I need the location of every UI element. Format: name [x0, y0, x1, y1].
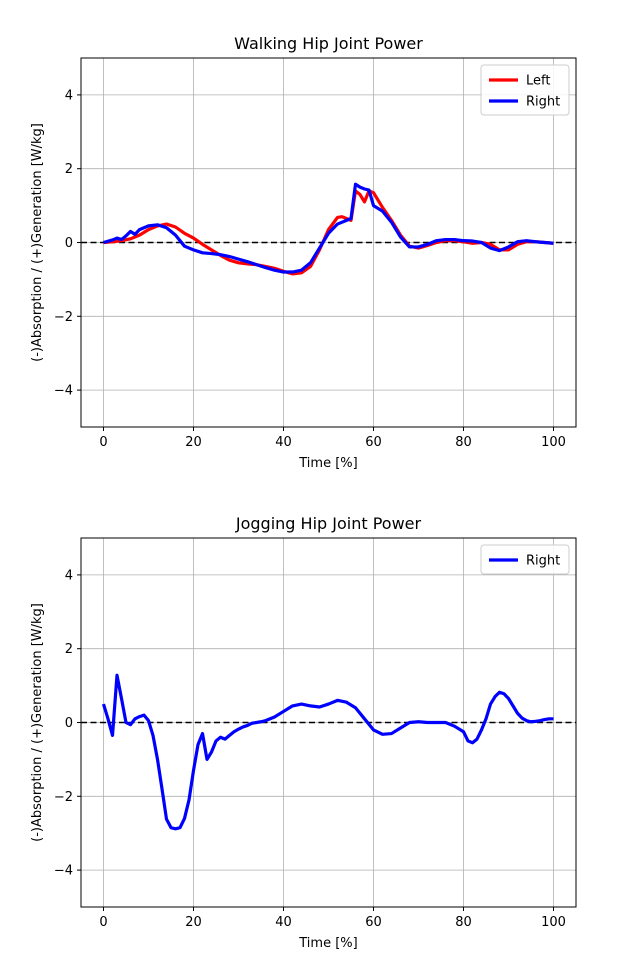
x-tick-label: 20: [185, 915, 202, 930]
chart-title: Jogging Hip Joint Power: [235, 514, 422, 533]
x-axis-label: Time [%]: [298, 456, 357, 471]
x-tick-label: 100: [541, 915, 566, 930]
series-line-right: [101, 673, 554, 831]
y-tick-label: 2: [65, 162, 73, 177]
x-tick-label: 20: [185, 435, 202, 450]
y-tick-label: 2: [65, 642, 73, 657]
y-tick-label: −4: [54, 864, 73, 879]
x-tick-label: 60: [365, 915, 382, 930]
legend-label-right: Right: [526, 95, 560, 110]
legend-label-right: Right: [526, 554, 560, 569]
x-tick-label: 0: [99, 915, 107, 930]
series-line-right: [103, 182, 554, 274]
chart-title: Walking Hip Joint Power: [234, 34, 423, 53]
y-tick-label: −4: [54, 384, 73, 399]
y-tick-label: 0: [65, 236, 73, 251]
chart-2: 0 20 40 60 80 100 −4 −2 0 2 4 Jogging Hip Joint Pow…: [30, 514, 577, 951]
y-axis-label: (-)Absorption / (+)Generation [W/kg]: [30, 123, 45, 362]
x-tick-label: 80: [455, 915, 472, 930]
x-tick-label: 100: [541, 435, 566, 450]
x-tick-label: 0: [99, 435, 107, 450]
y-tick-label: −2: [54, 310, 73, 325]
x-tick-label: 80: [455, 435, 472, 450]
x-tick-label: 40: [275, 435, 292, 450]
y-tick-label: 4: [65, 88, 73, 103]
x-tick-label: 40: [275, 915, 292, 930]
series-line-left: [103, 189, 554, 276]
legend-label-left: Left: [526, 74, 550, 89]
chart-1: 0 20 40 60 80 100 −4 −2 0 2 4 Walking Hip Joint Pow…: [30, 34, 577, 471]
y-axis-label: (-)Absorption / (+)Generation [W/kg]: [30, 603, 45, 842]
x-tick-label: 60: [365, 435, 382, 450]
x-axis-label: Time [%]: [298, 936, 357, 951]
y-tick-label: 4: [65, 568, 73, 583]
legend: Right: [480, 544, 570, 575]
legend-box: [480, 544, 570, 575]
y-tick-label: 0: [65, 716, 73, 731]
y-tick-label: −2: [54, 790, 73, 805]
legend: Left Right: [480, 64, 570, 116]
